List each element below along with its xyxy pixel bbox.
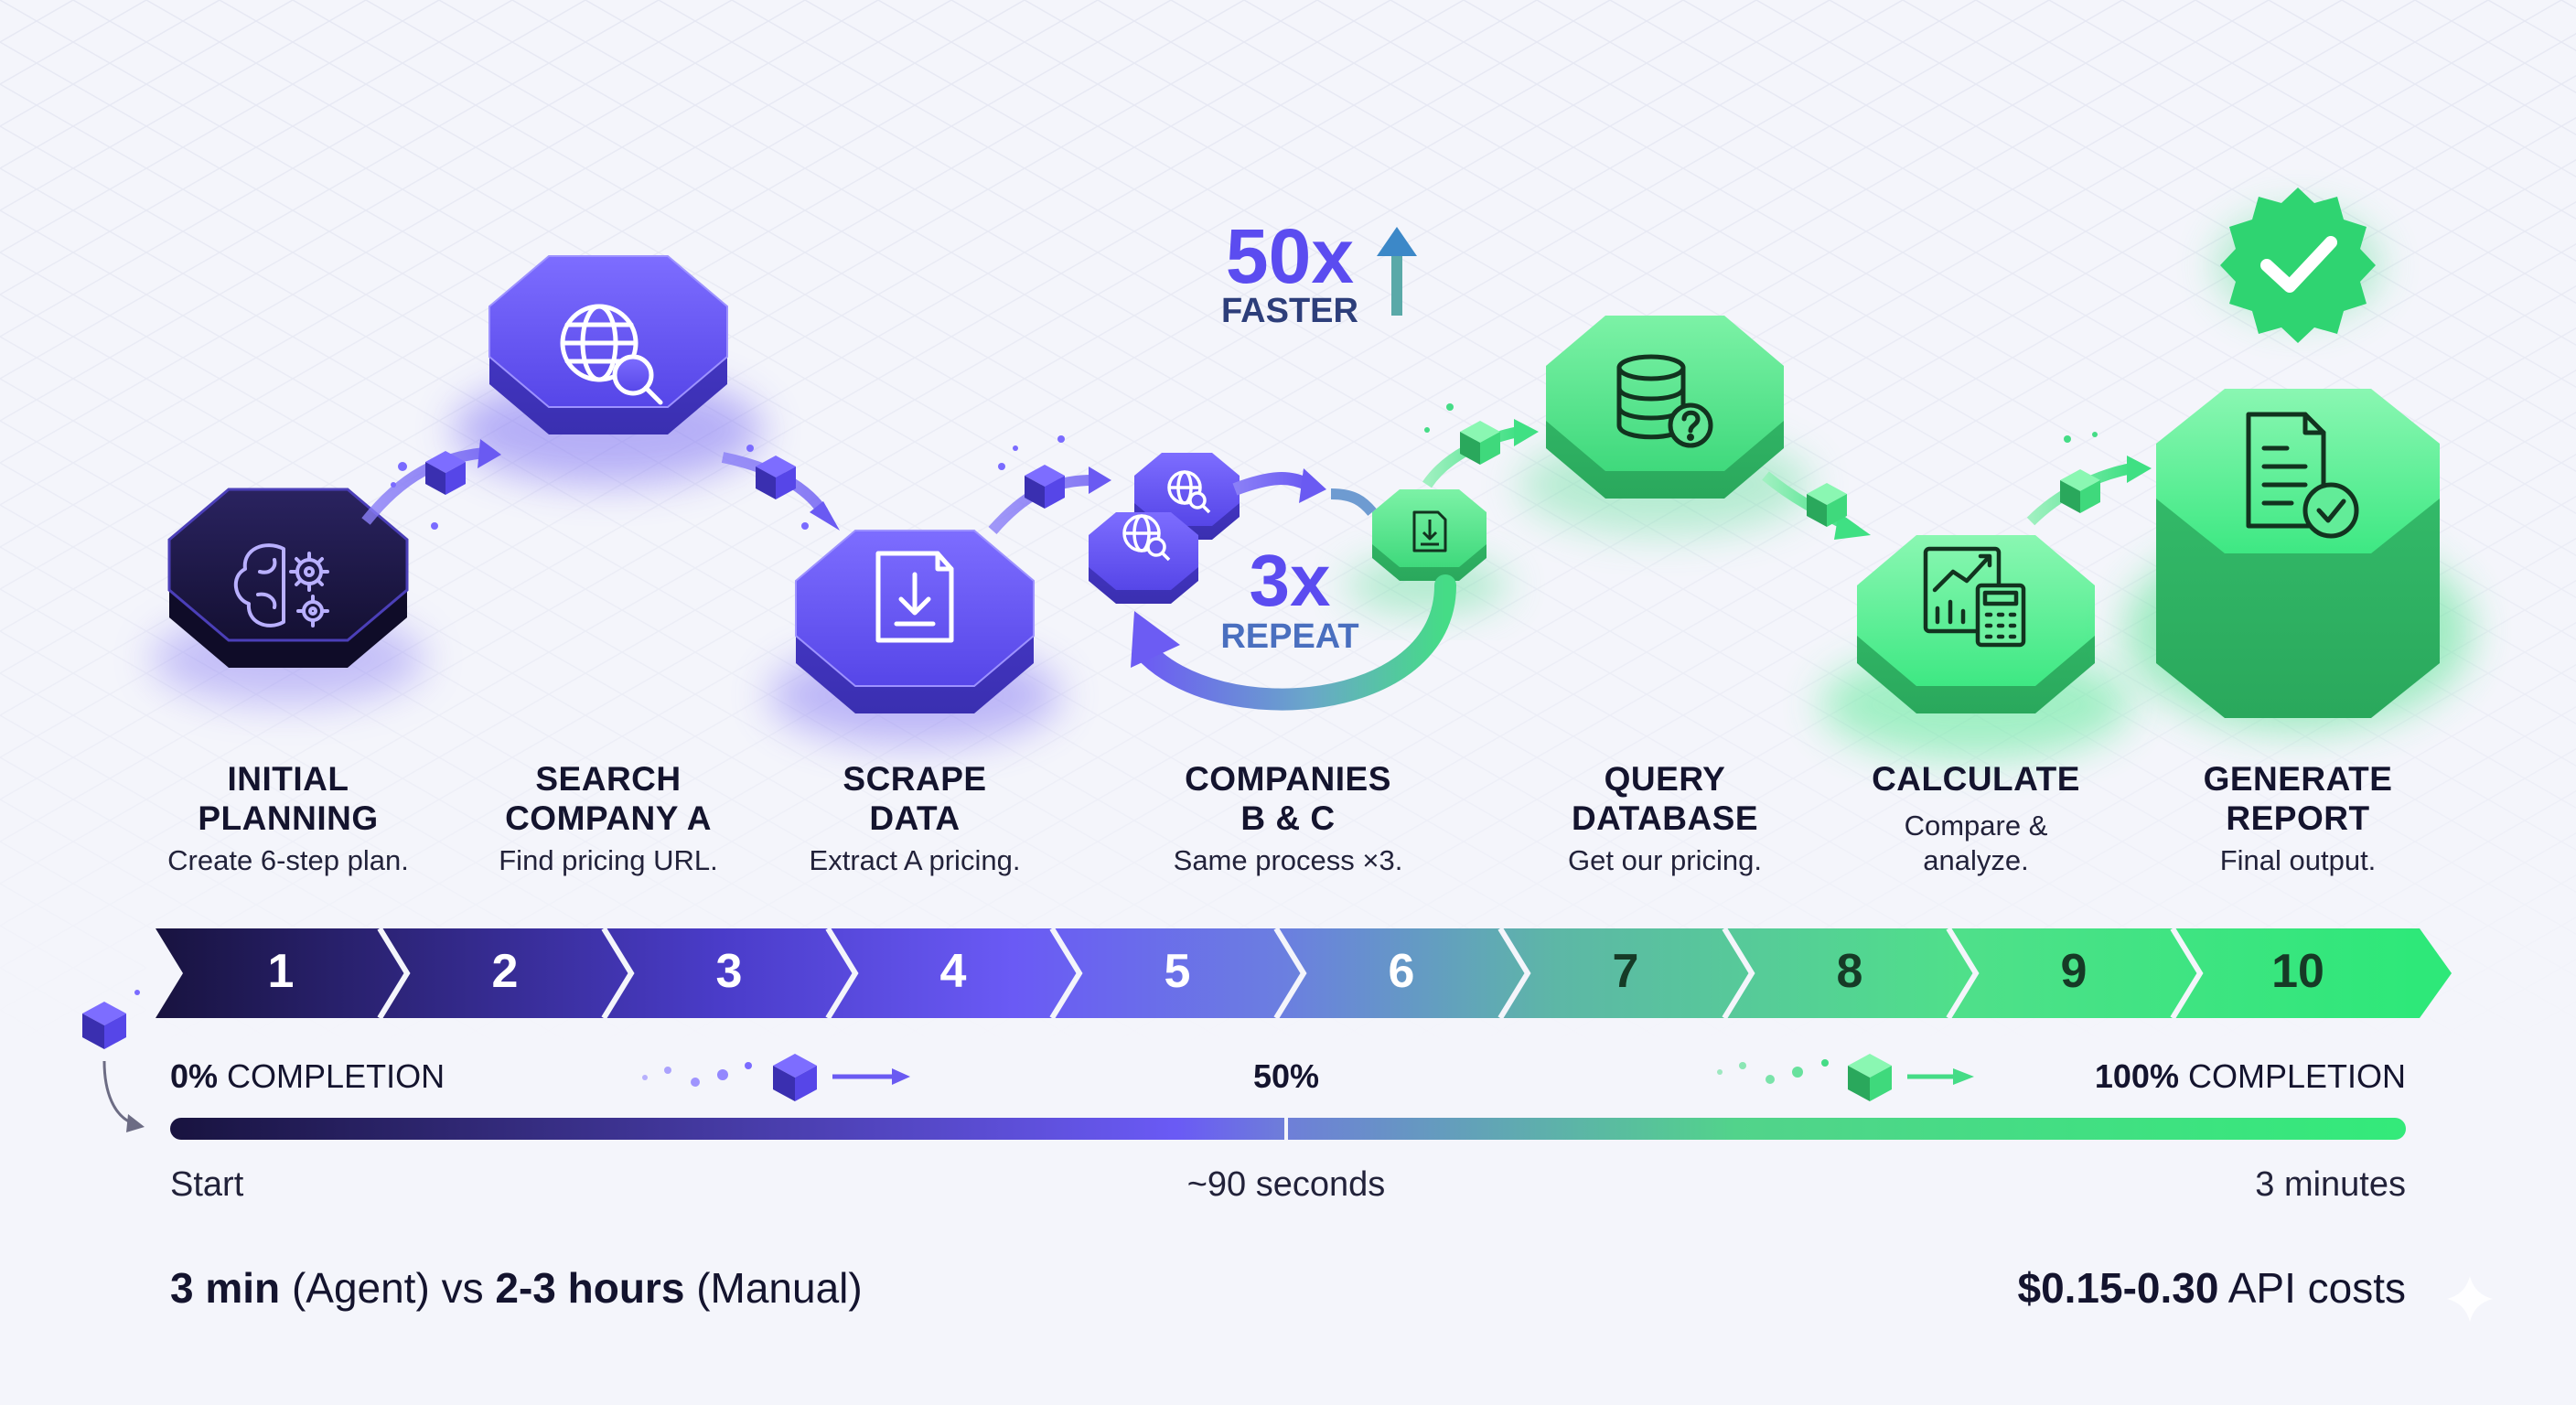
- step-5-title-line1: QUERY: [1604, 760, 1726, 798]
- step-4-title-line2: B & C: [1240, 799, 1336, 837]
- step-4-subtitle: Same process ×3.: [1173, 844, 1403, 876]
- repeat-value: 3x: [1249, 540, 1331, 621]
- timeline-step-8: 8: [1836, 945, 1863, 998]
- step-query-database-node: [1519, 316, 1811, 535]
- step-search-company-node: [453, 255, 764, 485]
- footer-cost-value: $0.15-0.30: [2017, 1264, 2219, 1312]
- progress-cube-green-icon: [1717, 1054, 1974, 1101]
- cube-icon: [425, 451, 466, 495]
- step-7-title-line2: REPORT: [2226, 799, 2370, 837]
- calculator-chart-icon: [1923, 546, 2026, 648]
- timeline-chevrons: [146, 927, 2452, 1020]
- cube-icon: [756, 456, 796, 499]
- timeline-step-10: 10: [2271, 945, 2324, 998]
- progress-mid-pct: 50%: [1252, 1057, 1320, 1095]
- footer-manual-word: (Manual): [696, 1264, 863, 1312]
- footer-cost-word: API costs: [2227, 1264, 2406, 1312]
- speedup-value: 50x: [1225, 213, 1355, 299]
- time-start: Start: [170, 1165, 244, 1204]
- connector-5-6: [1762, 471, 1871, 540]
- progress-bar: [170, 1110, 2406, 1147]
- step-companies-node-3: [1345, 489, 1509, 613]
- time-mid: ~90 seconds: [1186, 1165, 1386, 1204]
- step-3-title-line2: DATA: [869, 799, 961, 837]
- timeline-step-2: 2: [491, 945, 519, 998]
- footer-agent-word: (Agent): [291, 1264, 430, 1312]
- step-6-title-line1: CALCULATE: [1872, 760, 2080, 798]
- step-3-title-line1: SCRAPE: [843, 760, 987, 798]
- step-1-title-line1: INITIAL: [227, 760, 349, 798]
- forward-arrow-companies: [1232, 468, 1377, 516]
- progress-start-label: 0% COMPLETION: [170, 1056, 445, 1097]
- cube-icon: [2060, 469, 2100, 513]
- footer-agent-time: 3 min: [170, 1264, 281, 1312]
- globe-search-icon: [560, 304, 663, 405]
- footer-cost: $0.15-0.30 API costs: [1766, 1262, 2406, 1314]
- step-2-title-line2: COMPANY A: [505, 799, 712, 837]
- timeline-step-6: 6: [1388, 945, 1415, 998]
- repeat-loop-arrow: [1131, 574, 1456, 711]
- timeline-step-9: 9: [2060, 945, 2088, 998]
- sparkle-icon: [2447, 1276, 2493, 1322]
- step-companies-node-2: [1089, 512, 1198, 604]
- step-7-title-line1: GENERATE: [2203, 760, 2393, 798]
- step-3-subtitle: Extract A pricing.: [809, 844, 1021, 876]
- connector-2-3: [721, 445, 840, 531]
- globe-search-icon: [1167, 470, 1211, 514]
- progress-cube-purple-icon: [642, 1054, 910, 1101]
- step-calculate-node: [1820, 535, 2131, 759]
- cube-icon: [1807, 483, 1847, 527]
- progress-start-word: COMPLETION: [227, 1057, 445, 1095]
- step-2-subtitle: Find pricing URL.: [499, 844, 718, 876]
- cube-icon: [1025, 465, 1065, 509]
- database-question-icon: [1616, 354, 1713, 448]
- step-generate-report-node: [2124, 389, 2472, 732]
- speedup-label: FASTER: [1221, 292, 1358, 330]
- connector-4-5: [1422, 403, 1539, 488]
- step-4-title-line1: COMPANIES: [1185, 760, 1391, 798]
- footer-manual-time: 2-3 hours: [495, 1264, 685, 1312]
- timeline-step-4: 4: [939, 945, 967, 998]
- timeline-step-5: 5: [1164, 945, 1191, 998]
- check-badge-icon: [2216, 188, 2380, 343]
- step-5-subtitle: Get our pricing.: [1568, 844, 1762, 876]
- time-end: 3 minutes: [2255, 1165, 2406, 1204]
- timeline-step-7: 7: [1612, 945, 1639, 998]
- cube-icon: [1460, 421, 1500, 465]
- step-7-subtitle: Final output.: [2219, 844, 2377, 876]
- step-initial-planning-node: [151, 488, 425, 704]
- step-5-title-line2: DATABASE: [1571, 799, 1759, 837]
- file-download-icon: [875, 551, 954, 643]
- connector-6-7: [2026, 432, 2152, 526]
- step-6-subtitle-line2: analyze.: [1923, 844, 2029, 876]
- step-2-title-line1: SEARCH: [535, 760, 682, 798]
- globe-search-icon: [1122, 514, 1171, 562]
- brain-gears-icon: [234, 543, 329, 627]
- progress-mid-label: 50%: [1195, 1056, 1378, 1097]
- footer-vs: vs: [441, 1264, 484, 1312]
- step-1-subtitle: Create 6-step plan.: [167, 844, 409, 876]
- timeline-step-3: 3: [715, 945, 743, 998]
- start-cube-icon: [82, 990, 145, 1132]
- progress-end-pct: 100%: [2094, 1057, 2179, 1095]
- report-check-icon: [2246, 412, 2359, 539]
- up-arrow-icon: [1377, 227, 1417, 316]
- progress-start-pct: 0%: [170, 1057, 219, 1095]
- footer-comparison: 3 min (Agent) vs 2-3 hours (Manual): [170, 1262, 863, 1314]
- timeline-step-1: 1: [267, 945, 295, 998]
- step-6-subtitle-line1: Compare &: [1904, 810, 2048, 842]
- progress-end-word: COMPLETION: [2187, 1057, 2406, 1095]
- connector-3-4: [988, 435, 1111, 534]
- progress-end-label: 100% COMPLETION: [1948, 1056, 2406, 1097]
- repeat-label: REPEAT: [1220, 617, 1359, 656]
- step-1-title-line2: PLANNING: [198, 799, 379, 837]
- connector-1-2: [361, 439, 501, 530]
- file-download-icon: [1412, 510, 1447, 552]
